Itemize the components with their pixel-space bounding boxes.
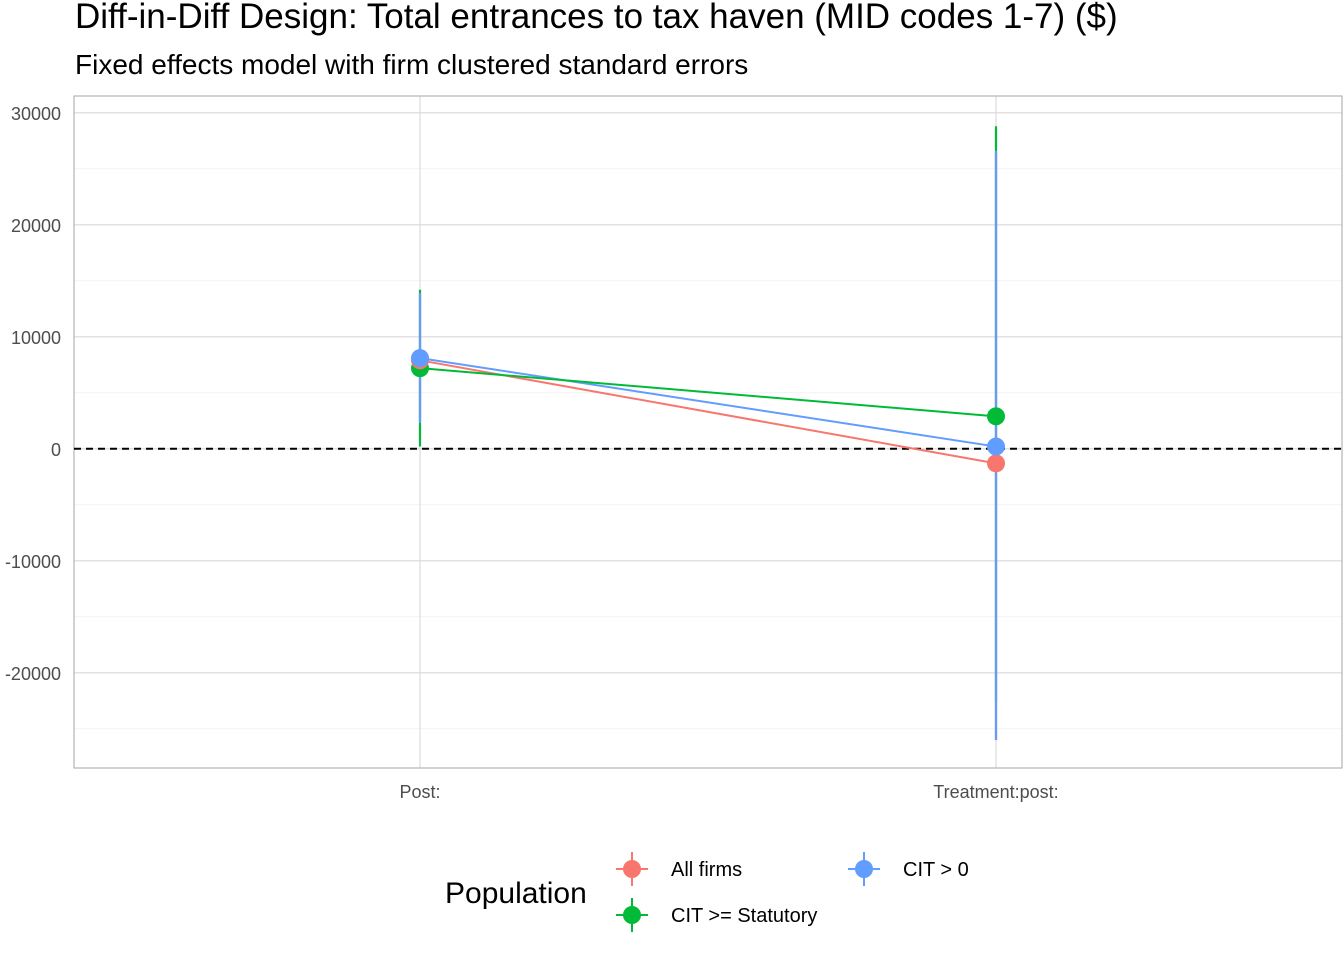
legend-label: CIT >= Statutory [671,905,817,927]
x-tick-label: Post: [399,782,440,802]
legend-title: Population [445,877,587,910]
data-point [987,407,1005,426]
x-tick-label: Treatment:post: [933,782,1058,802]
data-point [411,349,429,368]
data-point [987,454,1005,473]
legend-key-point [855,860,873,878]
y-tick-label: -20000 [5,664,61,684]
y-tick-label: 10000 [11,328,61,348]
series-group [411,126,1005,740]
y-tick-label: -10000 [5,552,61,572]
series-line [419,367,997,418]
legend-key-point [623,860,641,878]
y-tick-label: 0 [51,440,61,460]
series-line [419,357,997,448]
chart-title: Diff-in-Diff Design: Total entrances to … [75,0,1118,36]
chart-subtitle: Fixed effects model with firm clustered … [75,49,748,80]
legend: Population All firms CIT > 0 CIT >= Statut… [445,852,969,932]
legend-key-point [623,906,641,924]
y-tick-label: 30000 [11,104,61,124]
plot-panel-border [73,95,1343,769]
y-axis: 30000 20000 10000 0 -10000 -20000 [5,104,61,684]
series-line [419,359,997,465]
legend-label: All firms [671,859,742,881]
y-tick-label: 20000 [11,216,61,236]
x-axis: Post: Treatment:post: [399,782,1058,802]
legend-label: CIT > 0 [903,859,969,881]
grid [74,96,1342,768]
data-point [987,437,1005,456]
